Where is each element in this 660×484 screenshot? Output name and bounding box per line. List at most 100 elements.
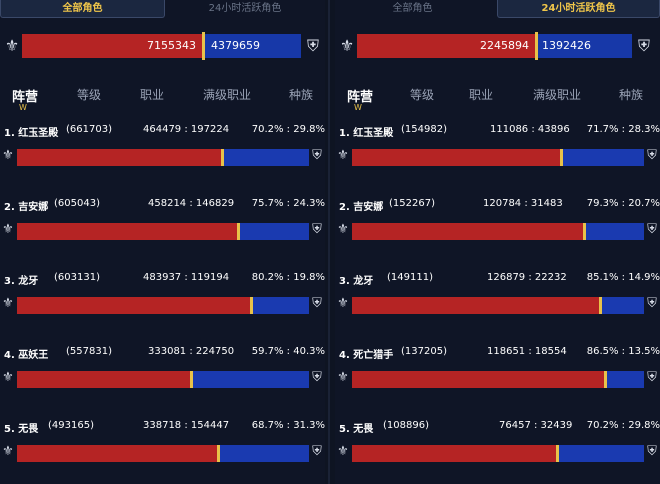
tab-24h-active[interactable]: 24小时活跃角色 <box>208 3 282 14</box>
split-marker <box>555 445 559 462</box>
realm-population: (557831) <box>66 346 112 357</box>
realm-name: 5. 无畏 <box>339 424 374 435</box>
realm-population: (603131) <box>54 272 100 283</box>
alliance-emblem-icon: ⛨ <box>647 444 657 459</box>
alliance-total: 1392426 <box>542 39 591 52</box>
faction-percentage: 80.2% : 19.8% <box>251 272 325 283</box>
faction-percentage: 68.7% : 31.3% <box>251 420 325 431</box>
realm-row: 5. 无畏 (493165) 338718 : 154447 68.7% : 31.3… <box>0 420 325 480</box>
nav-faction[interactable]: 阵营 <box>12 90 39 105</box>
nav-class[interactable]: 职业 <box>469 88 494 102</box>
faction-split-bar <box>352 445 644 462</box>
alliance-emblem-icon: ⛨ <box>637 36 650 55</box>
faction-percentage: 71.7% : 28.3% <box>586 124 660 135</box>
faction-ratio: 120784 : 31483 <box>483 198 563 209</box>
faction-ratio: 338718 : 154447 <box>143 420 230 431</box>
tab-24h-active[interactable]: 24小时活跃角色 <box>497 0 660 18</box>
horde-emblem-icon: ⚜ <box>337 444 349 459</box>
nav-race[interactable]: 种族 <box>289 88 314 102</box>
realm-name: 2. 吉安娜 <box>339 202 384 213</box>
horde-emblem-icon: ⚜ <box>4 36 20 55</box>
horde-emblem-icon: ⚜ <box>2 148 14 163</box>
faction-percentage: 59.7% : 40.3% <box>251 346 325 357</box>
realm-row: 4. 巫妖王 (557831) 333081 : 224750 59.7% : 40.… <box>0 346 325 406</box>
faction-split-bar <box>352 297 644 314</box>
tab-all-characters[interactable]: 全部角色 <box>392 3 433 14</box>
horde-share-fill <box>17 371 192 388</box>
alliance-emblem-icon: ⛨ <box>647 296 657 311</box>
horde-share-fill <box>352 371 605 388</box>
faction-ratio: 333081 : 224750 <box>148 346 235 357</box>
alliance-emblem-icon: ⛨ <box>312 222 322 237</box>
faction-percentage: 79.3% : 20.7% <box>586 198 660 209</box>
realm-name: 2. 吉安娜 <box>4 202 49 213</box>
nav-race[interactable]: 种族 <box>619 88 644 102</box>
faction-split-bar <box>17 297 309 314</box>
realm-population: (152267) <box>389 198 435 209</box>
alliance-total: 4379659 <box>211 39 260 52</box>
horde-share-fill <box>17 223 239 240</box>
tab-all-characters[interactable]: 全部角色 <box>0 0 165 18</box>
horde-emblem-icon: ⚜ <box>337 148 349 163</box>
split-marker <box>250 297 254 314</box>
faction-ratio: 126879 : 22232 <box>487 272 567 283</box>
realm-row: 3. 龙牙 (149111) 126879 : 22232 85.1% : 14.9%… <box>335 272 660 332</box>
realm-population: (493165) <box>48 420 94 431</box>
split-marker <box>216 445 220 462</box>
realm-name: 1. 红玉圣殿 <box>4 128 59 139</box>
panel-divider <box>328 0 330 484</box>
split-marker <box>582 223 586 240</box>
realm-name: 4. 死亡猎手 <box>339 350 394 361</box>
nav-level[interactable]: 等级 <box>410 88 435 102</box>
alliance-emblem-icon: ⛨ <box>312 148 322 163</box>
alliance-emblem-icon: ⛨ <box>312 296 322 311</box>
alliance-emblem-icon: ⛨ <box>312 444 322 459</box>
realm-row: 2. 吉安娜 (152267) 120784 : 31483 79.3% : 20.7… <box>335 198 660 258</box>
horde-share-fill <box>352 445 557 462</box>
faction-ratio: 483937 : 119194 <box>143 272 230 283</box>
realm-row: 3. 龙牙 (603131) 483937 : 119194 80.2% : 19.8… <box>0 272 325 332</box>
alliance-emblem-icon: ⛨ <box>647 222 657 237</box>
alliance-total-bar: 4379659 <box>205 34 301 58</box>
realm-row: 2. 吉安娜 (605043) 458214 : 146829 75.7% : 24.… <box>0 198 325 258</box>
active-indicator-icon: W <box>354 103 362 112</box>
nav-level[interactable]: 等级 <box>77 88 102 102</box>
faction-percentage: 70.2% : 29.8% <box>586 420 660 431</box>
faction-split-bar <box>17 149 309 166</box>
split-marker <box>202 32 205 60</box>
nav-max-level-class[interactable]: 满级职业 <box>533 88 582 102</box>
horde-emblem-icon: ⚜ <box>2 444 14 459</box>
nav-max-level-class[interactable]: 满级职业 <box>203 88 252 102</box>
horde-share-fill <box>352 297 601 314</box>
category-nav: 阵营 W 等级 职业 满级职业 种族 <box>0 86 325 112</box>
split-marker <box>190 371 194 388</box>
realm-name: 3. 龙牙 <box>4 276 39 287</box>
split-marker <box>560 149 564 166</box>
horde-emblem-icon: ⚜ <box>337 370 349 385</box>
split-marker <box>220 149 224 166</box>
faction-split-bar <box>17 445 309 462</box>
split-marker <box>603 371 607 388</box>
faction-ratio: 111086 : 43896 <box>490 124 570 135</box>
faction-ratio: 76457 : 32439 <box>499 420 573 431</box>
horde-emblem-icon: ⚜ <box>2 296 14 311</box>
realm-population: (137205) <box>401 346 447 357</box>
alliance-emblem-icon: ⛨ <box>647 370 657 385</box>
realm-name: 5. 无畏 <box>4 424 39 435</box>
realm-population: (149111) <box>387 272 433 283</box>
nav-class[interactable]: 职业 <box>140 88 165 102</box>
right-panel: 全部角色 24小时活跃角色 ⚜ 2245894 1392426 ⛨ 阵营 W 等… <box>335 0 660 484</box>
split-marker <box>237 223 241 240</box>
split-marker <box>599 297 603 314</box>
faction-total-bar: ⚜ 7155343 4379659 ⛨ <box>2 30 325 62</box>
realm-name: 3. 龙牙 <box>339 276 374 287</box>
nav-faction[interactable]: 阵营 <box>347 90 374 105</box>
faction-split-bar <box>352 223 644 240</box>
faction-split-bar <box>352 149 644 166</box>
split-marker <box>535 32 538 60</box>
realm-population: (661703) <box>66 124 112 135</box>
horde-share-fill <box>352 223 584 240</box>
faction-percentage: 70.2% : 29.8% <box>251 124 325 135</box>
horde-emblem-icon: ⚜ <box>339 36 355 55</box>
faction-split-bar <box>17 371 309 388</box>
